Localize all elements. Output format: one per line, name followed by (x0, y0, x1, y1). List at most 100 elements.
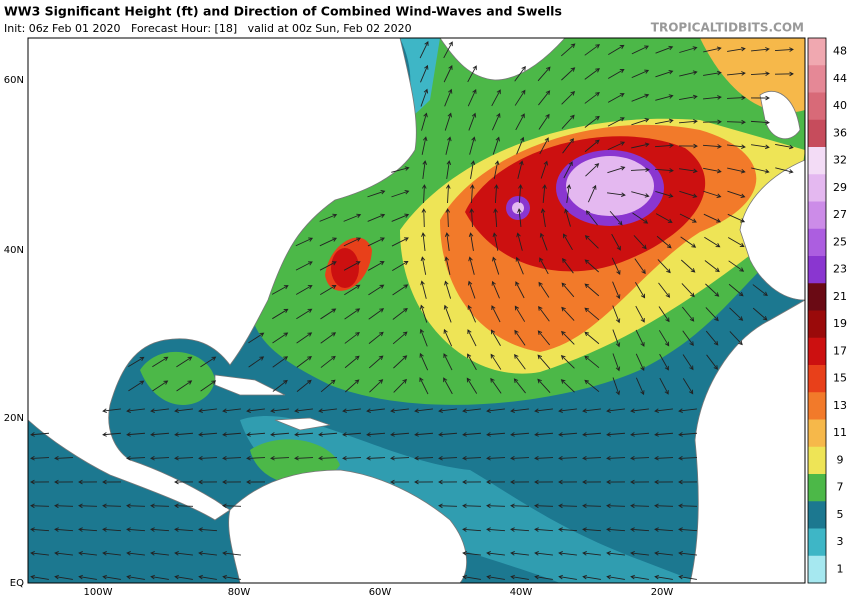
arrow (102, 479, 122, 485)
arrow (421, 232, 426, 251)
arrow (470, 184, 475, 204)
arrow (678, 479, 698, 485)
arrow (392, 307, 408, 320)
arrow (368, 308, 385, 320)
arrow (584, 379, 600, 393)
arrow (539, 257, 549, 275)
colorbar-swatch (808, 528, 826, 557)
latitude-label: 40N (4, 245, 24, 256)
arrow (774, 47, 794, 52)
arrow (30, 551, 49, 556)
arrow (367, 261, 385, 271)
arrow (558, 408, 577, 413)
colorbar-swatch (808, 228, 826, 257)
arrow (150, 551, 169, 556)
arrow (678, 503, 698, 509)
colorbar-swatch (808, 201, 826, 230)
arrow (490, 353, 502, 370)
arrow (486, 455, 506, 461)
arrow (630, 551, 649, 556)
arrow (537, 378, 551, 393)
arrow (486, 551, 505, 556)
arrow (606, 408, 625, 413)
arrow (518, 184, 523, 204)
arrow (343, 237, 361, 247)
arrow (126, 455, 146, 461)
arrow (585, 210, 598, 226)
arrow (320, 332, 337, 344)
arrow (198, 551, 217, 556)
arrow (562, 138, 575, 154)
arrow (558, 432, 578, 437)
arrow (705, 307, 719, 322)
arrow (54, 503, 74, 509)
arrow (514, 305, 526, 322)
arrow (654, 143, 674, 148)
arrow (295, 261, 313, 271)
arrow (584, 331, 600, 345)
arrow (486, 408, 505, 413)
arrow (537, 330, 551, 346)
arrow (343, 213, 362, 222)
arrow (491, 280, 500, 299)
arrow (126, 432, 146, 437)
arrow (631, 118, 650, 126)
arrow (631, 191, 650, 198)
arrow (176, 356, 193, 368)
arrow (703, 167, 722, 174)
arrow (584, 44, 601, 56)
arrow (681, 283, 695, 298)
arrow (320, 355, 336, 368)
arrow (174, 432, 194, 437)
wave-zone (140, 351, 215, 405)
arrow (444, 88, 453, 107)
arrow (30, 432, 50, 437)
arrow (679, 168, 698, 174)
arrow (30, 479, 50, 485)
arrow (296, 308, 313, 320)
arrow (631, 45, 649, 55)
arrow (294, 432, 314, 437)
arrow (612, 305, 621, 324)
arrow (561, 67, 576, 81)
arrow (414, 432, 434, 437)
arrow (702, 144, 722, 149)
arrow (319, 261, 337, 271)
arrow (751, 144, 770, 150)
arrow (486, 432, 506, 437)
arrow (462, 432, 482, 437)
arrow (678, 408, 697, 413)
arrow (126, 551, 145, 556)
arrow (612, 377, 621, 396)
wave-zone (512, 202, 524, 214)
arrow (654, 455, 674, 461)
arrow (534, 503, 554, 509)
arrow (514, 354, 526, 370)
arrow (391, 166, 410, 173)
arrow (584, 355, 600, 369)
colorbar-label: 5 (837, 508, 844, 521)
arrow (491, 112, 501, 131)
arrow (174, 455, 194, 461)
arrow (534, 479, 554, 485)
arrow (467, 304, 476, 323)
arrow (176, 380, 193, 392)
colorbar-label: 3 (837, 535, 844, 548)
arrow (272, 332, 289, 344)
arrow (563, 161, 573, 179)
arrow (635, 305, 645, 323)
arrow (150, 503, 170, 509)
arrow (678, 143, 698, 149)
arrow (510, 408, 529, 413)
arrow (393, 355, 408, 369)
colorbar-swatch (808, 38, 826, 66)
arrow (510, 455, 530, 461)
arrow (462, 574, 481, 580)
arrow (366, 432, 386, 437)
arrow (609, 210, 623, 226)
arrow (681, 306, 695, 322)
arrow (728, 260, 745, 272)
arrow (515, 113, 525, 131)
arrow (727, 167, 746, 174)
arrow (611, 257, 621, 276)
